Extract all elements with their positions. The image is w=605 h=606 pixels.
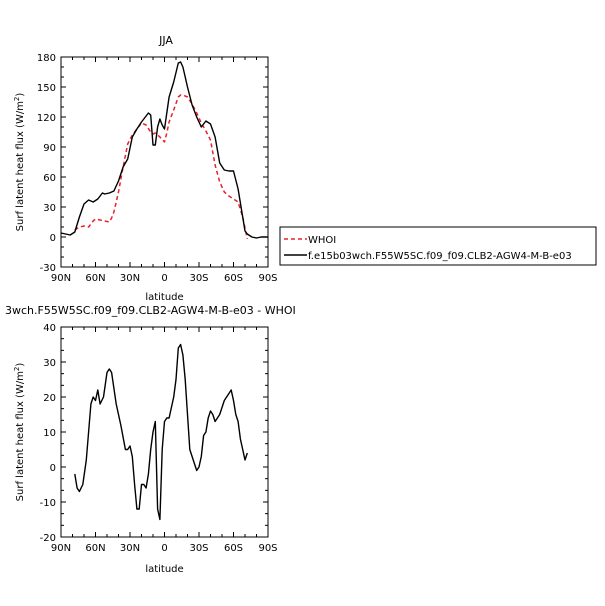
top-panel: JJA 90N 60N 30N 0 30S 60S 90S -30 0 30 60 90 120 150 1… — [13, 34, 278, 303]
top-x-tick-label: 0 — [161, 273, 167, 284]
top-y-tick-label: 0 — [50, 233, 56, 244]
top-x-tick-label: 30N — [120, 273, 140, 284]
top-x-axis-label: latitude — [145, 292, 183, 303]
top-y-tick-label: 60 — [43, 173, 56, 184]
top-y-axis-label: Surf latent heat flux (W/m2) — [13, 93, 26, 232]
bottom-x-tick-label: 60S — [224, 543, 243, 554]
bottom-panel: 3wch.F55W5SC.f09_f09.CLB2-AGW4-M-B-e03 -… — [5, 304, 296, 575]
top-y-tick-label: 90 — [43, 143, 56, 154]
top-y-tick-label: 150 — [37, 83, 56, 94]
top-x-tick-label: 30S — [189, 273, 208, 284]
legend-label-model: f.e15b03wch.F55W5SC.f09_f09.CLB2-AGW4-M-… — [308, 251, 572, 262]
bottom-y-tick-label: 20 — [43, 393, 56, 404]
bottom-y-tick-label: 0 — [50, 463, 56, 474]
bottom-x-tick-label: 30S — [189, 543, 208, 554]
top-x-tick-label: 90S — [258, 273, 277, 284]
bottom-x-tick-label: 90S — [258, 543, 277, 554]
top-x-tick-label: 60N — [85, 273, 105, 284]
top-series-line-0 — [74, 94, 249, 240]
top-y-tick-label: 120 — [37, 113, 56, 124]
top-y-tick-label: -30 — [40, 263, 56, 274]
bottom-x-axis-label: latitude — [145, 564, 183, 575]
legend-box — [279, 226, 597, 266]
bottom-y-tick-label: 30 — [43, 358, 56, 369]
bottom-x-tick-label: 60N — [85, 543, 105, 554]
bottom-x-tick-label: 0 — [161, 543, 167, 554]
top-chart-title: JJA — [158, 34, 173, 47]
top-x-tick-label: 90N — [51, 273, 71, 284]
top-y-tick-label: 180 — [37, 53, 56, 64]
bottom-y-axis-label: Surf latent heat flux (W/m2) — [13, 363, 26, 502]
bottom-y-tick-label: -10 — [40, 498, 56, 509]
legend-label-whoi: WHOI — [308, 235, 336, 246]
bottom-y-tick-label: 10 — [43, 428, 56, 439]
bottom-plot-frame — [60, 326, 269, 538]
bottom-chart-title: 3wch.F55W5SC.f09_f09.CLB2-AGW4-M-B-e03 -… — [5, 304, 296, 317]
bottom-series-line-0 — [74, 343, 248, 521]
bottom-x-tick-label: 30N — [120, 543, 140, 554]
top-y-tick-label: 30 — [43, 203, 56, 214]
bottom-y-tick-label: -20 — [40, 533, 56, 544]
legend: WHOI f.e15b03wch.F55W5SC.f09_f09.CLB2-AG… — [279, 226, 597, 266]
bottom-y-tick-label: 40 — [43, 323, 56, 334]
bottom-x-tick-label: 90N — [51, 543, 71, 554]
top-x-tick-label: 60S — [224, 273, 243, 284]
top-series-line-1 — [60, 61, 268, 239]
top-plot-frame — [60, 56, 269, 268]
